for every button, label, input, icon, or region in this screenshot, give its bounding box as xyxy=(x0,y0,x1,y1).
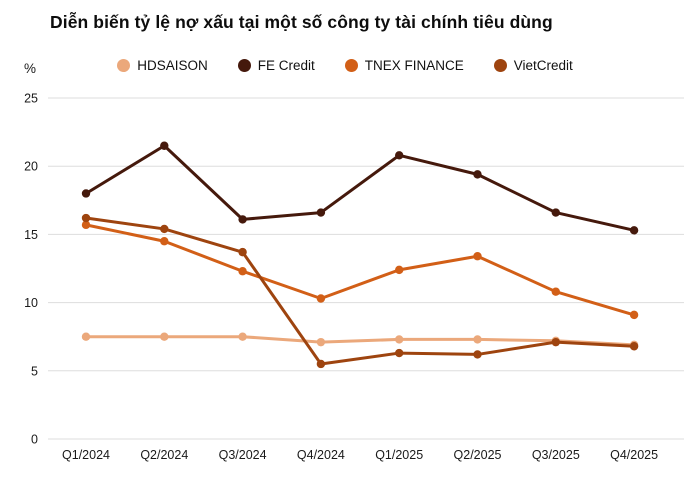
x-tick-label: Q4/2025 xyxy=(610,448,658,462)
y-tick-label: 25 xyxy=(24,92,38,106)
series-line-vietcredit xyxy=(84,216,636,366)
data-point-vietcredit xyxy=(160,224,169,234)
y-tick-label: 5 xyxy=(31,364,38,378)
legend-color-dot xyxy=(493,59,507,72)
data-point-fe-credit xyxy=(473,170,482,179)
x-tick-label: Q2/2024 xyxy=(140,448,188,462)
data-point-tnex-finance xyxy=(629,310,639,320)
series-line-fe-credit xyxy=(84,144,636,232)
legend-item-vietcredit: VietCredit xyxy=(493,58,573,73)
x-tick-label: Q1/2024 xyxy=(62,448,110,462)
data-point-vietcredit xyxy=(81,213,91,223)
data-point-fe-credit xyxy=(551,208,560,217)
data-point-hdsaison xyxy=(395,335,404,344)
data-point-vietcredit xyxy=(316,359,326,369)
x-tick-label: Q4/2024 xyxy=(297,448,345,462)
data-point-tnex-finance xyxy=(473,252,482,261)
data-point-vietcredit xyxy=(238,247,247,257)
data-point-hdsaison xyxy=(316,337,326,347)
data-point-vietcredit xyxy=(551,337,560,347)
data-point-hdsaison xyxy=(238,332,247,341)
x-tick-label: Q1/2025 xyxy=(375,448,423,462)
data-point-tnex-finance xyxy=(160,237,169,246)
data-point-tnex-finance xyxy=(81,220,91,230)
x-tick-label: Q3/2024 xyxy=(219,448,267,462)
data-point-hdsaison xyxy=(81,332,91,341)
legend-item-fe-credit: FE Credit xyxy=(237,58,315,73)
y-tick-label: 0 xyxy=(31,433,38,447)
legend-color-dot xyxy=(237,59,251,72)
series-line-hdsaison xyxy=(84,335,636,347)
y-tick-label: 15 xyxy=(24,228,38,242)
data-point-vietcredit xyxy=(629,342,639,351)
y-tick-label: 20 xyxy=(24,160,38,174)
data-point-vietcredit xyxy=(395,348,404,358)
data-point-tnex-finance xyxy=(551,287,560,296)
legend-label: VietCredit xyxy=(513,58,573,73)
legend-label: HDSAISON xyxy=(137,58,208,73)
y-tick-label: 10 xyxy=(24,296,38,310)
data-point-hdsaison xyxy=(160,332,169,341)
legend-item-tnex-finance: TNEX FINANCE xyxy=(344,58,464,73)
data-point-fe-credit xyxy=(238,215,247,224)
x-tick-label: Q2/2025 xyxy=(454,448,502,462)
data-point-fe-credit xyxy=(316,208,326,217)
data-point-hdsaison xyxy=(473,335,482,344)
legend: HDSAISON FE Credit TNEX FINANCE VietCredit xyxy=(0,58,690,73)
legend-color-dot xyxy=(344,59,358,72)
y-axis-unit-label: % xyxy=(24,61,37,76)
data-point-vietcredit xyxy=(473,350,482,359)
data-point-fe-credit xyxy=(160,141,169,150)
data-point-tnex-finance xyxy=(395,265,404,275)
series-line-tnex-finance xyxy=(84,223,636,317)
data-point-fe-credit xyxy=(395,151,404,160)
legend-label: TNEX FINANCE xyxy=(364,58,464,73)
x-tick-label: Q3/2025 xyxy=(532,448,580,462)
data-point-tnex-finance xyxy=(316,294,326,303)
data-point-fe-credit xyxy=(629,226,639,235)
legend-label: FE Credit xyxy=(257,58,315,73)
legend-color-dot xyxy=(117,59,131,72)
data-point-fe-credit xyxy=(81,189,91,198)
legend-item-hdsaison: HDSAISON xyxy=(117,58,208,73)
page-title: Diễn biến tỷ lệ nợ xấu tại một số công t… xyxy=(50,12,553,32)
data-point-tnex-finance xyxy=(238,267,247,276)
